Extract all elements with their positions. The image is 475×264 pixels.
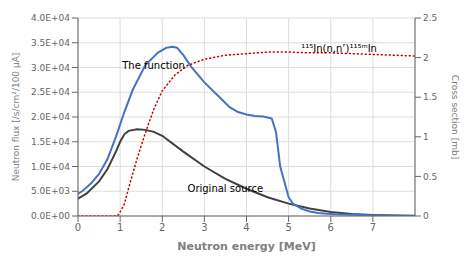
- svg-text:5: 5: [285, 222, 291, 233]
- svg-text:2.5E+04: 2.5E+04: [31, 87, 70, 97]
- svg-text:4.0E+04: 4.0E+04: [31, 13, 70, 23]
- svg-text:0.5: 0.5: [423, 172, 437, 182]
- svg-text:3.0E+04: 3.0E+04: [31, 63, 70, 73]
- svg-text:Cross section [mb]: Cross section [mb]: [450, 75, 460, 159]
- svg-text:5.0E+03: 5.0E+03: [31, 186, 70, 196]
- svg-text:4: 4: [243, 222, 249, 233]
- svg-text:1: 1: [117, 222, 123, 233]
- svg-text:1.5: 1.5: [423, 92, 437, 102]
- svg-text:6: 6: [328, 222, 334, 233]
- svg-text:Neutron energy [MeV]: Neutron energy [MeV]: [177, 240, 315, 253]
- svg-text:3.5E+04: 3.5E+04: [31, 38, 70, 48]
- svg-text:2: 2: [423, 53, 429, 63]
- svg-text:0: 0: [423, 211, 429, 221]
- svg-text:¹¹⁵In(n,n’)¹¹⁵ᵐIn: ¹¹⁵In(n,n’)¹¹⁵ᵐIn: [301, 43, 377, 54]
- svg-text:2.5: 2.5: [423, 13, 437, 23]
- svg-text:Original source: Original source: [188, 183, 264, 194]
- svg-text:0.0E+00: 0.0E+00: [31, 211, 70, 221]
- svg-text:2.0E+04: 2.0E+04: [31, 112, 70, 122]
- svg-text:2: 2: [159, 222, 165, 233]
- svg-text:7: 7: [370, 222, 376, 233]
- svg-text:1.5E+04: 1.5E+04: [31, 137, 70, 147]
- svg-text:1.0E+04: 1.0E+04: [31, 162, 70, 172]
- svg-text:0: 0: [75, 222, 81, 233]
- svg-text:3: 3: [201, 222, 207, 233]
- svg-text:The function: The function: [121, 60, 185, 71]
- svg-text:Neutron flux [/s/cm²/100 µA]: Neutron flux [/s/cm²/100 µA]: [11, 53, 21, 182]
- svg-text:1: 1: [423, 132, 429, 142]
